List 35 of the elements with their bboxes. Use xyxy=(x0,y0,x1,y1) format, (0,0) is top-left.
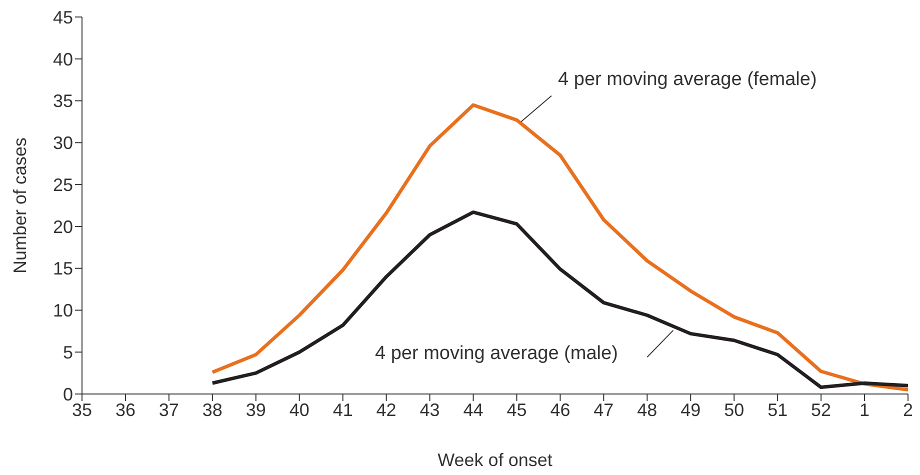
line-series xyxy=(210,103,908,392)
y-tick-label: 20 xyxy=(52,216,73,237)
y-tick-label: 35 xyxy=(52,91,73,112)
line-series xyxy=(210,210,908,390)
y-tick-label: 25 xyxy=(52,174,73,195)
y-tick-label: 40 xyxy=(52,49,73,70)
x-tick-label: 42 xyxy=(376,400,396,420)
y-tick-label: 45 xyxy=(52,7,73,28)
series-label: 4 per moving average (male) xyxy=(375,342,618,364)
y-tick-label: 5 xyxy=(62,342,73,362)
y-axis-title: Number of cases xyxy=(10,137,30,274)
y-tick-label: 10 xyxy=(52,300,73,321)
x-tick-label: 45 xyxy=(506,400,527,420)
x-axis-title: Week of onset xyxy=(438,450,552,470)
y-tick-label: 15 xyxy=(52,258,73,279)
x-tick-label: 36 xyxy=(115,400,136,420)
x-tick-label: 1 xyxy=(860,400,870,420)
x-tick-label: 48 xyxy=(637,400,658,420)
y-tick-label: 30 xyxy=(52,133,73,154)
x-tick-label: 51 xyxy=(768,400,788,420)
x-tick-label: 37 xyxy=(158,400,179,420)
x-tick-label: 49 xyxy=(680,400,701,420)
x-tick-label: 52 xyxy=(811,400,832,420)
x-tick-label: 50 xyxy=(724,400,744,420)
x-tick-label: 41 xyxy=(332,400,353,420)
x-tick-label: 40 xyxy=(289,400,310,420)
x-tick-label: 2 xyxy=(902,400,914,420)
x-tick-label: 44 xyxy=(463,400,484,420)
x-tick-label: 38 xyxy=(202,400,222,420)
y-tick-label: 0 xyxy=(62,384,73,404)
x-tick-label: 39 xyxy=(246,400,266,420)
text: 4 per moving average (female) xyxy=(558,68,817,90)
x-tick-label: 43 xyxy=(420,400,440,420)
x-tick-label: 46 xyxy=(550,400,570,420)
x-tick-label: 47 xyxy=(594,400,614,420)
